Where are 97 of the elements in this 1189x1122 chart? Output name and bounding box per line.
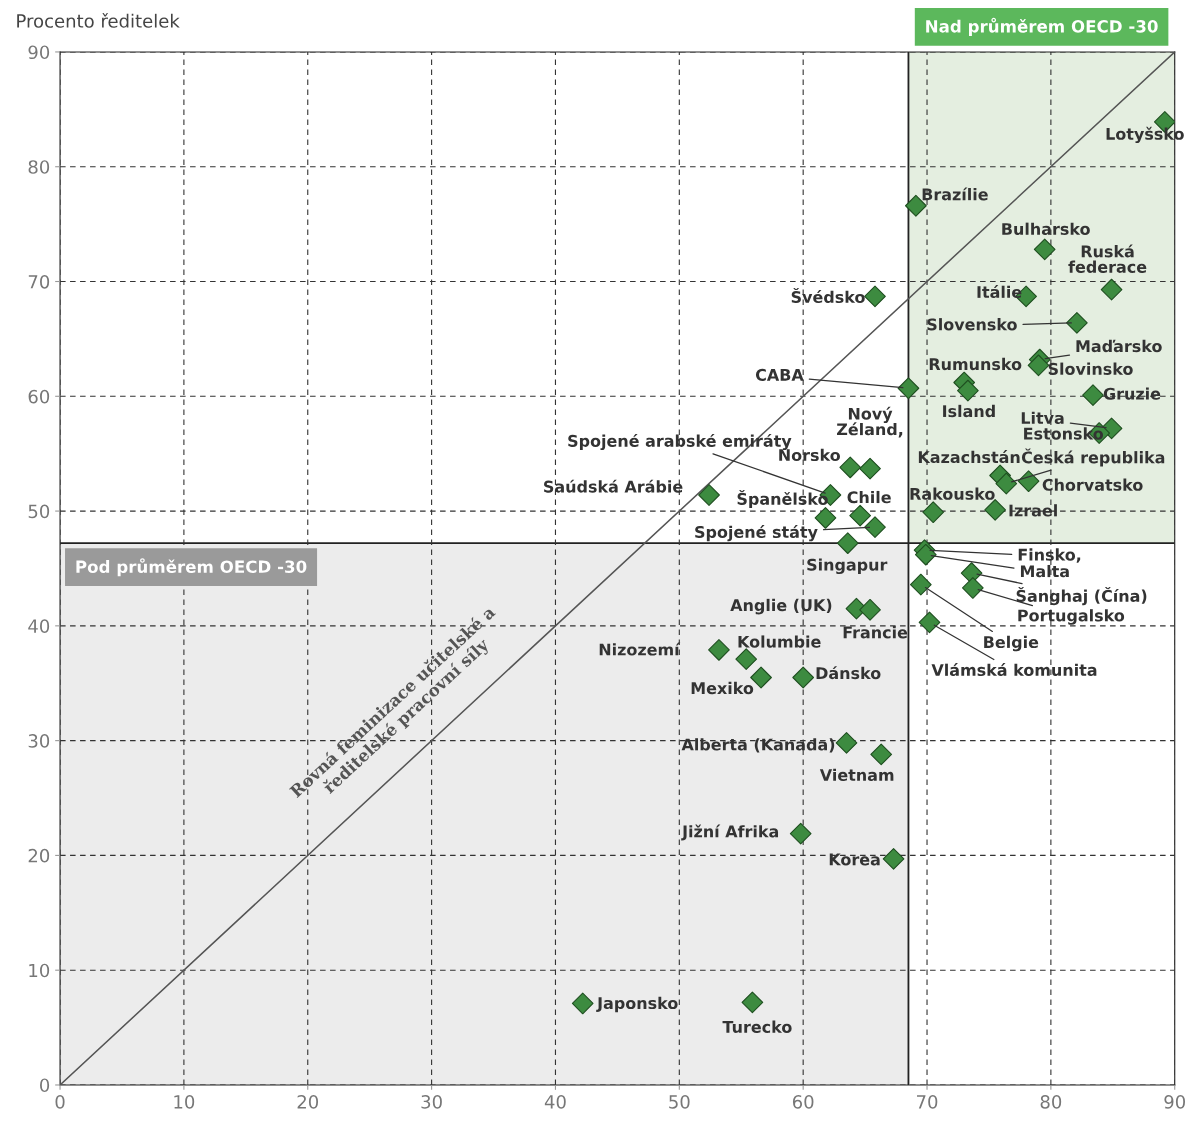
- x-tick-label: 60: [792, 1095, 814, 1109]
- annotation: Norsko: [779, 448, 840, 462]
- point: [735, 648, 758, 670]
- point: [789, 822, 812, 845]
- annotation: Rumunsko: [929, 357, 1022, 371]
- point: [918, 611, 941, 634]
- annotation: Alberta (Kanada): [681, 738, 835, 753]
- annotation: Mexiko: [691, 681, 754, 695]
- annotation: Belgie: [984, 635, 1039, 652]
- annotation: Itálie: [977, 285, 1022, 299]
- point: [864, 285, 886, 308]
- point: [1066, 311, 1088, 334]
- point: [870, 743, 893, 766]
- point: [698, 484, 720, 506]
- x-tick-label: 30: [421, 1095, 442, 1109]
- annotation: Izrael: [1009, 504, 1057, 517]
- annotation: Vietnam: [819, 768, 894, 782]
- annotation: Anglie (UK): [730, 598, 832, 615]
- point: [571, 992, 594, 1015]
- y-tick-label: 70: [28, 274, 50, 289]
- x-tick-label: 50: [669, 1095, 690, 1109]
- point: [1100, 278, 1123, 301]
- annotation: Vlámská komunita: [931, 663, 1097, 677]
- point: [1033, 238, 1056, 261]
- annotation: Rakousko: [910, 487, 995, 500]
- point: [957, 379, 979, 402]
- annotation: Portugalsko: [1018, 609, 1125, 625]
- point: [1027, 354, 1050, 377]
- annotation: Saúdská Arábie: [544, 479, 683, 493]
- point: [859, 598, 881, 621]
- point: [1017, 470, 1040, 493]
- point: [909, 573, 932, 596]
- point: [836, 532, 859, 555]
- annotation: Francie: [843, 626, 908, 639]
- y-tick-label: 60: [28, 389, 50, 404]
- band-label: Nad průměrem OECD -30: [926, 17, 1158, 36]
- annotation: Slovinsko: [1048, 362, 1133, 375]
- annotation: Dánsko: [816, 666, 881, 680]
- annotation: Maďarsko: [1076, 339, 1162, 353]
- y-tick-label: 30: [28, 734, 50, 748]
- annotation: Nový Zéland,: [837, 406, 903, 438]
- annotation: Malta: [1020, 564, 1069, 578]
- point: [961, 577, 984, 599]
- point: [792, 666, 815, 689]
- annotation: Bulharsko: [1002, 222, 1090, 236]
- point: [984, 499, 1006, 521]
- annotation: Kolumbie: [738, 635, 821, 648]
- y-tick-label: 40: [28, 619, 50, 633]
- y-tick-label: 80: [28, 160, 50, 174]
- annotation: Gruzie: [1103, 387, 1161, 400]
- point: [835, 732, 858, 754]
- annotation: Švédsko: [791, 288, 865, 304]
- point: [741, 991, 764, 1014]
- y-tick-label: 10: [29, 963, 50, 978]
- annotation: Jižní Afrika: [681, 824, 779, 841]
- point: [914, 543, 937, 566]
- point: [859, 457, 881, 480]
- annotation: Slovensko: [927, 318, 1017, 331]
- point: [839, 456, 862, 479]
- point: [897, 377, 920, 400]
- annotation: CABA: [755, 368, 804, 381]
- annotation: Kazachstán: [918, 450, 1020, 464]
- annotation: Litva: [1021, 411, 1064, 425]
- x-tick-label: 0: [55, 1095, 65, 1109]
- point: [1082, 384, 1104, 406]
- annotation: Korea: [829, 853, 880, 866]
- x-tick-label: 10: [174, 1095, 195, 1109]
- x-tick-label: 90: [1164, 1095, 1186, 1109]
- annotation: Island: [943, 404, 995, 418]
- annotation: Japonsko: [596, 996, 678, 1013]
- y-tick-label: 20: [28, 848, 50, 863]
- point: [995, 472, 1018, 495]
- x-tick-label: 80: [1040, 1095, 1062, 1109]
- point: [882, 848, 905, 870]
- annotation: Česká republika: [1021, 448, 1165, 467]
- annotation: Singapur: [807, 558, 888, 574]
- annotation: Spojené státy: [695, 525, 818, 542]
- annotation: Chorvatsko: [1042, 478, 1143, 491]
- x-tick-label: 40: [544, 1095, 566, 1109]
- annotation: Chile: [847, 490, 891, 504]
- annotation: Turecko: [722, 1020, 792, 1033]
- x-tick-label: 70: [917, 1095, 938, 1109]
- annotation: Ruská federace: [1068, 244, 1147, 273]
- band-label: Pod průměrem OECD -30: [76, 558, 307, 577]
- y-axis-title: Procento ředitelek: [17, 13, 180, 28]
- point: [922, 501, 945, 524]
- point: [708, 639, 730, 661]
- annotation: Šanghaj (Čína): [1016, 586, 1147, 606]
- point: [849, 504, 871, 527]
- point: [864, 516, 886, 538]
- annotation: Nizozemí: [599, 642, 681, 656]
- y-tick-label: 90: [28, 45, 50, 60]
- annotation: Brazílie: [922, 187, 988, 201]
- y-tick-label: 50: [28, 504, 50, 519]
- x-tick-label: 20: [297, 1095, 319, 1109]
- y-tick-label: 0: [40, 1078, 50, 1093]
- annotation: Finsko,: [1018, 548, 1081, 563]
